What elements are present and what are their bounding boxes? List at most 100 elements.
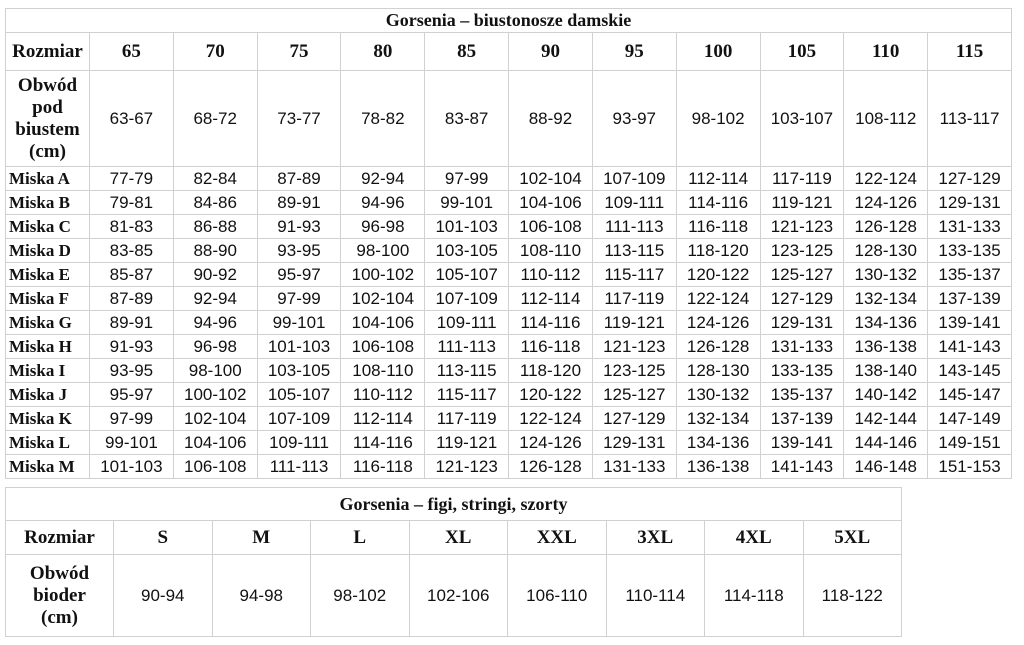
table-cell: 100-102 [172, 382, 258, 407]
size-header-cell: 115 [927, 32, 1012, 71]
cup-row: Miska M 101-103 106-108 111-113 116-118 121-1… [5, 454, 1012, 479]
cup-row: Miska D 83-85 88-90 93-95 98-100 103-105 108-1… [5, 238, 1012, 263]
table-cell: 122-124 [675, 286, 761, 311]
cup-label: Miska J [5, 382, 90, 407]
table-cell: 132-134 [843, 286, 929, 311]
table-cell: 108-110 [508, 238, 593, 263]
table-cell: 89-91 [89, 310, 174, 335]
size-header-cell: 110 [843, 32, 929, 71]
table-cell: 108-112 [843, 70, 929, 167]
table-cell: 102-104 [172, 406, 258, 431]
table-cell: 110-114 [605, 554, 705, 637]
cup-row: Miska I 93-95 98-100 103-105 108-110 113-115 1… [5, 358, 1012, 383]
table-cell: 131-133 [927, 214, 1012, 239]
table-cell: 122-124 [508, 406, 593, 431]
table-title: Gorsenia – figi, stringi, szorty [5, 487, 902, 521]
table-cell: 96-98 [172, 334, 258, 359]
table-cell: 112-114 [675, 166, 761, 191]
table-cell: 127-129 [927, 166, 1012, 191]
table-cell: 110-112 [508, 262, 593, 287]
cup-label: Miska B [5, 190, 90, 215]
table-cell: 88-92 [508, 70, 593, 167]
table-cell: 121-123 [591, 334, 677, 359]
table-cell: 118-120 [508, 358, 593, 383]
table-cell: 151-153 [927, 454, 1012, 479]
table-cell: 128-130 [675, 358, 761, 383]
table-cell: 107-109 [591, 166, 677, 191]
table-cell: 126-128 [675, 334, 761, 359]
bra-size-table: Gorsenia – biustonosze damskie Rozmiar 65 7… [5, 8, 1012, 479]
cup-row: Miska J 95-97 100-102 105-107 110-112 115-117… [5, 382, 1012, 407]
cup-label: Miska G [5, 310, 90, 335]
table-cell: 68-72 [172, 70, 258, 167]
table-cell: 103-105 [424, 238, 510, 263]
table-cell: 97-99 [424, 166, 510, 191]
table-cell: 115-117 [591, 262, 677, 287]
table-cell: 93-95 [89, 358, 174, 383]
table-cell: 106-108 [172, 454, 258, 479]
table-cell: 137-139 [759, 406, 845, 431]
size-header-cell: 80 [340, 32, 426, 71]
cup-label: Miska L [5, 430, 90, 455]
table-cell: 106-108 [340, 334, 426, 359]
table-cell: 140-142 [843, 382, 929, 407]
table-cell: 119-121 [759, 190, 845, 215]
table-cell: 129-131 [927, 190, 1012, 215]
table-cell: 92-94 [172, 286, 258, 311]
table-cell: 126-128 [843, 214, 929, 239]
size-header-cell: L [310, 520, 410, 555]
table-cell: 142-144 [843, 406, 929, 431]
table-cell: 128-130 [843, 238, 929, 263]
table-cell: 83-85 [89, 238, 174, 263]
table-cell: 108-110 [340, 358, 426, 383]
table-cell: 118-120 [675, 238, 761, 263]
table-cell: 85-87 [89, 262, 174, 287]
label-line: pod [32, 96, 63, 118]
table-cell: 105-107 [256, 382, 342, 407]
table-cell: 139-141 [759, 430, 845, 455]
size-header-cell: S [113, 520, 213, 555]
table-cell: 139-141 [927, 310, 1012, 335]
table-cell: 129-131 [759, 310, 845, 335]
table-cell: 134-136 [675, 430, 761, 455]
cup-label: Miska D [5, 238, 90, 263]
table-cell: 107-109 [256, 406, 342, 431]
table-cell: 125-127 [759, 262, 845, 287]
cup-row: Miska K 97-99 102-104 107-109 112-114 117-119… [5, 406, 1012, 431]
size-header-label: Rozmiar [5, 32, 90, 71]
table-cell: 117-119 [424, 406, 510, 431]
table-title: Gorsenia – biustonosze damskie [5, 8, 1012, 33]
table-cell: 99-101 [89, 430, 174, 455]
table-cell: 87-89 [256, 166, 342, 191]
hip-row-label: Obwód bioder (cm) [5, 554, 114, 637]
size-header-label: Rozmiar [5, 520, 114, 555]
table-cell: 130-132 [843, 262, 929, 287]
table-cell: 90-92 [172, 262, 258, 287]
table-cell: 134-136 [843, 310, 929, 335]
table-cell: 77-79 [89, 166, 174, 191]
label-line: bioder [33, 584, 86, 606]
size-header-cell: 105 [759, 32, 845, 71]
table-cell: 96-98 [340, 214, 426, 239]
table-cell: 91-93 [89, 334, 174, 359]
size-header-cell: 100 [675, 32, 761, 71]
table-cell: 109-111 [424, 310, 510, 335]
table-cell: 91-93 [256, 214, 342, 239]
table-cell: 105-107 [424, 262, 510, 287]
cup-row: Miska H 91-93 96-98 101-103 106-108 111-113 11… [5, 334, 1012, 359]
table-cell: 132-134 [675, 406, 761, 431]
table-cell: 101-103 [256, 334, 342, 359]
size-header-row: Rozmiar 65 70 75 80 85 90 95 100 105 110 115 [5, 32, 1012, 71]
table-cell: 99-101 [424, 190, 510, 215]
table-cell: 121-123 [759, 214, 845, 239]
size-header-cell: 65 [89, 32, 174, 71]
table-cell: 141-143 [759, 454, 845, 479]
table-cell: 78-82 [340, 70, 426, 167]
size-header-cell: 75 [256, 32, 342, 71]
size-header-cell: 4XL [704, 520, 804, 555]
table-cell: 126-128 [508, 454, 593, 479]
title-row: Gorsenia – figi, stringi, szorty [5, 487, 902, 521]
table-cell: 125-127 [591, 382, 677, 407]
label-line: biustem [15, 118, 80, 140]
table-cell: 145-147 [927, 382, 1012, 407]
